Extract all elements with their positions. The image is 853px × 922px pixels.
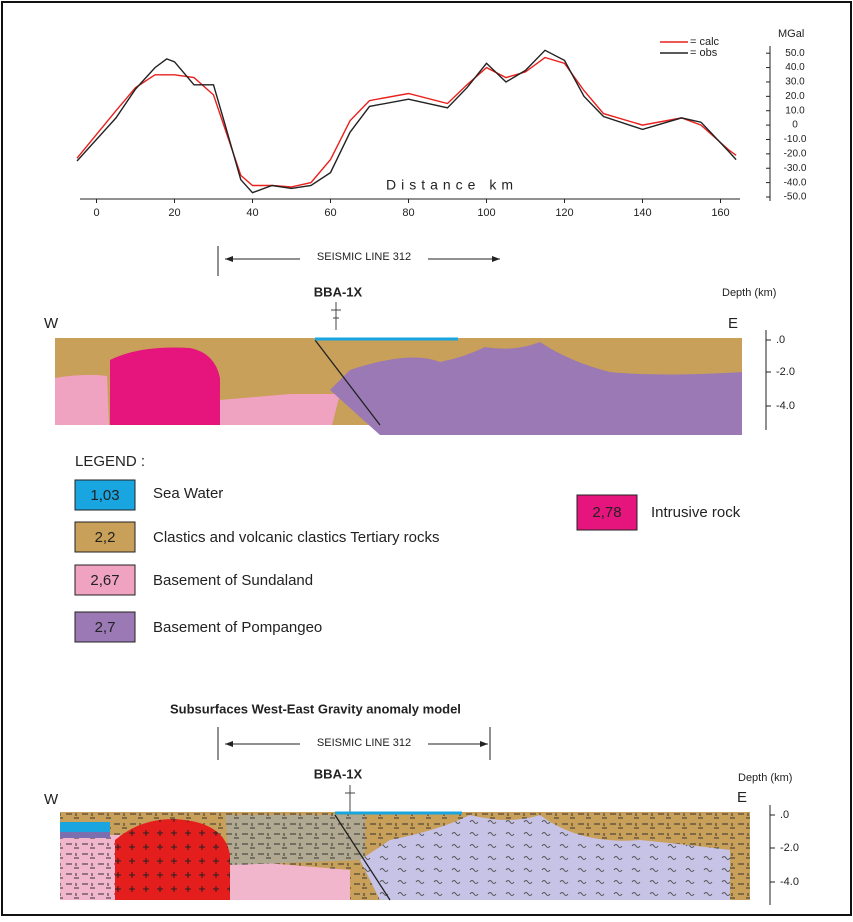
y-tick-label: 0 <box>792 120 798 131</box>
seismic-line-label: SEISMIC LINE 312 <box>317 737 411 749</box>
section-title: Subsurfaces West-East Gravity anomaly mo… <box>170 701 461 716</box>
depth-tick: .0 <box>776 334 785 346</box>
y-tick-label: -40.0 <box>784 177 807 188</box>
y-tick-label: -10.0 <box>784 134 807 145</box>
seismic-line-label: SEISMIC LINE 312 <box>317 251 411 263</box>
legend-label: Sea Water <box>153 485 223 502</box>
x-tick-label: 140 <box>633 207 651 219</box>
legend-label: Clastics and volcanic clastics Tertiary … <box>153 529 439 546</box>
x-tick-label: 120 <box>555 207 573 219</box>
well-label: BBA-1X <box>314 284 363 299</box>
series-line <box>77 50 736 192</box>
y-tick-label: 20.0 <box>785 91 805 102</box>
x-tick-label: 60 <box>324 207 336 219</box>
x-tick-label: 40 <box>246 207 258 219</box>
y-tick-label: -20.0 <box>784 148 807 159</box>
y-tick-label: 50.0 <box>785 48 805 59</box>
depth-label: Depth (km) <box>738 772 792 784</box>
y-tick-label: 40.0 <box>785 62 805 73</box>
depth-tick: -4.0 <box>776 400 795 412</box>
depth-tick: -2.0 <box>776 366 795 378</box>
west-label: W <box>44 791 59 808</box>
y-tick-label: 10.0 <box>785 105 805 116</box>
figure: 0 20 40 60 80 100 120 140 160 Distance km 50.0 40.0… <box>0 0 853 917</box>
y-tick-label: 30.0 <box>785 77 805 88</box>
west-label: W <box>44 315 59 332</box>
east-label: E <box>728 315 738 332</box>
east-label: E <box>737 789 747 806</box>
x-tick-label: 80 <box>402 207 414 219</box>
y-axis-label: MGal <box>778 28 804 40</box>
x-tick-label: 160 <box>711 207 729 219</box>
legend-density: 2,78 <box>592 504 621 521</box>
depth-tick: .0 <box>780 809 789 821</box>
x-tick-label: 100 <box>477 207 495 219</box>
legend-density: 2,67 <box>90 572 119 589</box>
legend-density: 2,7 <box>95 619 116 636</box>
well-label: BBA-1X <box>314 766 363 781</box>
cross-section-2: Subsurfaces West-East Gravity anomaly mo… <box>44 701 799 905</box>
legend-density: 1,03 <box>90 487 119 504</box>
legend: LEGEND : 1,03 2,2 2,67 2,7 2,78 Sea Wate… <box>75 453 741 642</box>
y-tick-label: -50.0 <box>784 192 807 203</box>
legend-label: Intrusive rock <box>651 504 741 521</box>
depth-tick: -2.0 <box>780 842 799 854</box>
series-line <box>77 58 736 187</box>
gravity-chart: 0 20 40 60 80 100 120 140 160 Distance km 50.0 40.0… <box>77 28 807 219</box>
legend-density: 2,2 <box>95 529 116 546</box>
depth-tick: -4.0 <box>780 876 799 888</box>
x-tick-label: 20 <box>168 207 180 219</box>
legend-label: Basement of Pompangeo <box>153 619 322 636</box>
y-tick-label: -30.0 <box>784 163 807 174</box>
cross-section-1: SEISMIC LINE 312 BBA-1X Depth (km) W E .… <box>44 246 795 435</box>
legend-title: LEGEND : <box>75 453 145 470</box>
x-tick-label: 0 <box>93 207 99 219</box>
depth-label: Depth (km) <box>722 287 776 299</box>
x-axis-label: Distance km <box>386 177 518 193</box>
legend-label: = obs <box>690 47 718 59</box>
legend-label: Basement of Sundaland <box>153 572 313 589</box>
